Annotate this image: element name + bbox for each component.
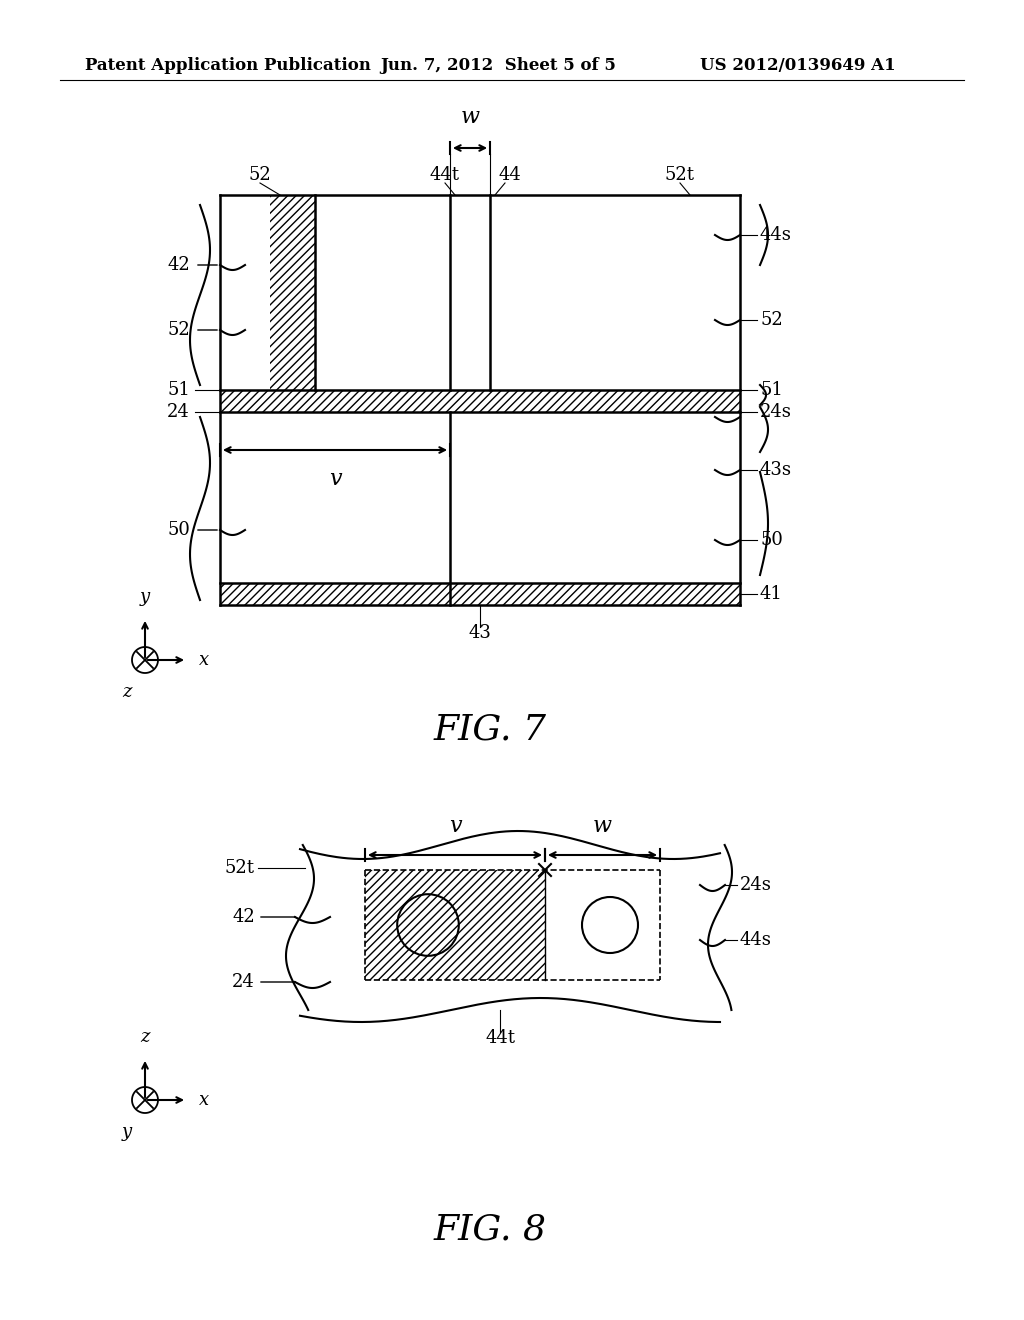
Text: v: v: [329, 469, 341, 490]
Text: v: v: [449, 814, 462, 837]
Text: 41: 41: [760, 585, 783, 603]
Bar: [270, 195, 315, 389]
Text: FIG. 7: FIG. 7: [433, 713, 547, 747]
Text: 51: 51: [760, 381, 783, 399]
Text: 24s: 24s: [760, 403, 792, 421]
Circle shape: [397, 894, 459, 956]
Text: 52: 52: [167, 321, 190, 339]
Circle shape: [582, 898, 638, 953]
Text: 52t: 52t: [665, 166, 695, 183]
Text: 24s: 24s: [740, 876, 772, 894]
Text: 52t: 52t: [225, 859, 255, 876]
Text: 43s: 43s: [760, 461, 792, 479]
Text: 44s: 44s: [740, 931, 772, 949]
Text: 50: 50: [760, 531, 783, 549]
Text: x: x: [199, 1092, 209, 1109]
Bar: [220, 583, 740, 605]
Text: z: z: [122, 682, 132, 701]
Text: y: y: [122, 1123, 132, 1140]
Text: 51: 51: [167, 381, 190, 399]
Text: 24: 24: [167, 403, 190, 421]
Text: w: w: [461, 106, 479, 128]
Text: 50: 50: [167, 521, 190, 539]
Text: 44t: 44t: [430, 166, 460, 183]
Text: y: y: [140, 587, 151, 606]
Text: x: x: [199, 651, 209, 669]
Text: US 2012/0139649 A1: US 2012/0139649 A1: [700, 57, 896, 74]
Text: z: z: [140, 1028, 150, 1045]
Text: 24: 24: [232, 973, 255, 991]
Text: 52: 52: [249, 166, 271, 183]
Text: FIG. 8: FIG. 8: [433, 1213, 547, 1247]
Text: 42: 42: [167, 256, 190, 275]
Text: Patent Application Publication: Patent Application Publication: [85, 57, 371, 74]
Text: 43: 43: [469, 624, 492, 642]
Text: w: w: [593, 814, 612, 837]
Text: 44s: 44s: [760, 226, 792, 244]
Text: Jun. 7, 2012  Sheet 5 of 5: Jun. 7, 2012 Sheet 5 of 5: [380, 57, 615, 74]
Text: 42: 42: [232, 908, 255, 927]
Text: 52: 52: [760, 312, 782, 329]
Bar: [365, 870, 545, 979]
Text: 44: 44: [499, 166, 521, 183]
Text: 44t: 44t: [485, 1030, 515, 1047]
Bar: [220, 389, 740, 412]
